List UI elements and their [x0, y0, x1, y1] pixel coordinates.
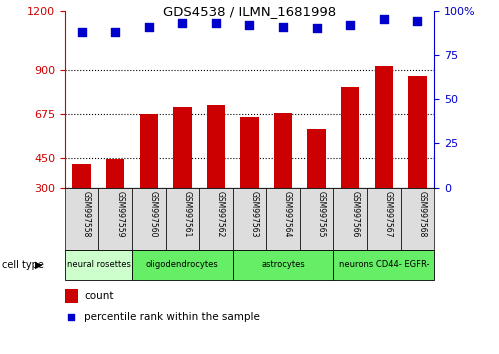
- Point: [413, 18, 421, 24]
- Point: [380, 17, 388, 22]
- FancyBboxPatch shape: [401, 188, 434, 250]
- Point: [111, 29, 119, 35]
- Text: GSM997565: GSM997565: [317, 191, 326, 237]
- Bar: [408, 75, 427, 247]
- FancyBboxPatch shape: [199, 188, 233, 250]
- Text: GSM997558: GSM997558: [82, 191, 91, 237]
- Text: GSM997564: GSM997564: [283, 191, 292, 237]
- Text: GSM997568: GSM997568: [417, 191, 426, 237]
- Bar: [307, 129, 326, 247]
- Bar: [106, 159, 124, 247]
- FancyBboxPatch shape: [367, 188, 401, 250]
- Point: [212, 20, 220, 26]
- Text: astrocytes: astrocytes: [261, 260, 305, 269]
- Point: [178, 20, 186, 26]
- FancyBboxPatch shape: [300, 188, 333, 250]
- Bar: [140, 114, 158, 247]
- Text: GSM997559: GSM997559: [115, 191, 124, 237]
- FancyBboxPatch shape: [98, 188, 132, 250]
- Text: GSM997562: GSM997562: [216, 191, 225, 237]
- Text: GSM997567: GSM997567: [384, 191, 393, 237]
- FancyBboxPatch shape: [333, 250, 434, 280]
- FancyBboxPatch shape: [65, 250, 132, 280]
- FancyBboxPatch shape: [333, 188, 367, 250]
- Point: [346, 22, 354, 28]
- Point: [145, 24, 153, 29]
- Text: oligodendrocytes: oligodendrocytes: [146, 260, 219, 269]
- Bar: [274, 113, 292, 247]
- Text: ▶: ▶: [35, 259, 42, 270]
- Bar: [173, 107, 192, 247]
- Bar: [65, 290, 78, 303]
- FancyBboxPatch shape: [266, 188, 300, 250]
- FancyBboxPatch shape: [65, 188, 98, 250]
- Point: [313, 25, 321, 31]
- FancyBboxPatch shape: [166, 188, 199, 250]
- Bar: [240, 117, 258, 247]
- Text: cell type: cell type: [2, 259, 44, 270]
- Bar: [72, 164, 91, 247]
- Text: GSM997566: GSM997566: [350, 191, 359, 237]
- Bar: [341, 87, 359, 247]
- FancyBboxPatch shape: [233, 250, 333, 280]
- Bar: [207, 105, 225, 247]
- FancyBboxPatch shape: [132, 250, 233, 280]
- Bar: [375, 66, 393, 247]
- Text: neural rosettes: neural rosettes: [66, 260, 130, 269]
- Point: [279, 24, 287, 29]
- Text: percentile rank within the sample: percentile rank within the sample: [84, 312, 260, 322]
- Point: [246, 22, 253, 28]
- Text: count: count: [84, 291, 114, 302]
- Point: [67, 314, 75, 320]
- FancyBboxPatch shape: [233, 188, 266, 250]
- Text: neurons CD44- EGFR-: neurons CD44- EGFR-: [338, 260, 429, 269]
- Text: GSM997563: GSM997563: [250, 191, 258, 237]
- Text: GSM997561: GSM997561: [182, 191, 191, 237]
- Text: GDS4538 / ILMN_1681998: GDS4538 / ILMN_1681998: [163, 5, 336, 18]
- Text: GSM997560: GSM997560: [149, 191, 158, 237]
- Point: [78, 29, 86, 35]
- FancyBboxPatch shape: [132, 188, 166, 250]
